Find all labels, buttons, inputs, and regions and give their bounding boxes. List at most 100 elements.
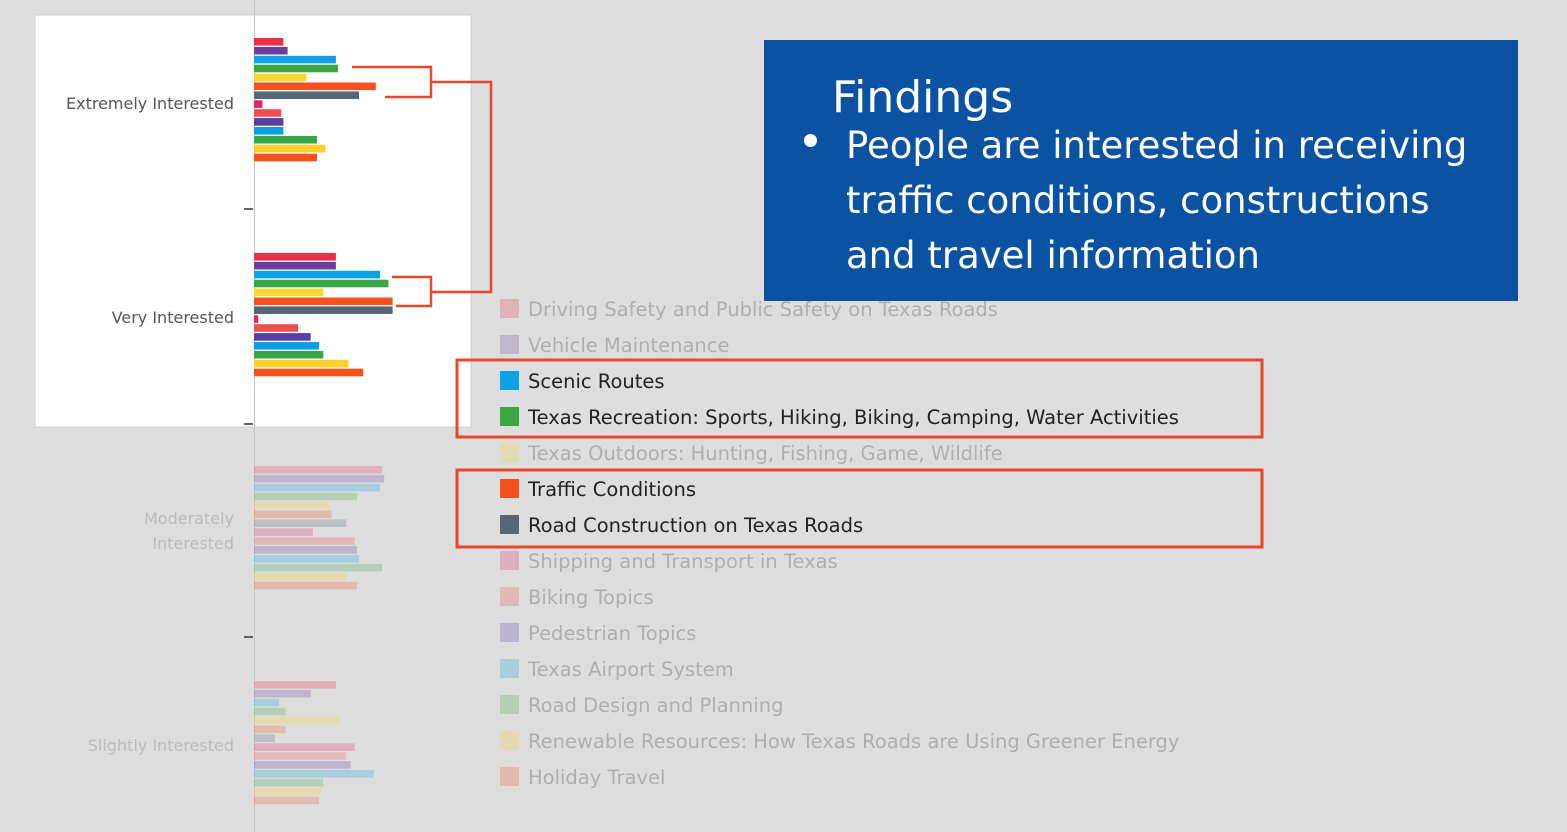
- bar: [254, 64, 338, 73]
- legend-label: Vehicle Maintenance: [528, 334, 730, 357]
- legend-swatch: [500, 551, 519, 570]
- bar: [254, 261, 336, 270]
- bar: [254, 342, 320, 350]
- legend-swatch: [500, 335, 519, 354]
- highlight-box-recreation: [455, 358, 1264, 439]
- bar: [254, 689, 311, 698]
- bar: [254, 109, 282, 117]
- legend-swatch: [500, 407, 519, 426]
- bar: [254, 537, 355, 545]
- bar: [254, 73, 307, 82]
- highlight-brackets: [352, 65, 493, 308]
- bar: [254, 501, 330, 510]
- bar: [254, 778, 324, 787]
- legend-swatch: [500, 587, 519, 606]
- bullet-icon: [804, 134, 817, 147]
- legend-swatch: [500, 767, 519, 786]
- bar: [254, 253, 336, 261]
- legend-swatch: [500, 659, 519, 678]
- legend-label: Renewable Resources: How Texas Roads are…: [528, 730, 1179, 753]
- category-label: Slightly Interested: [88, 736, 234, 755]
- bar: [254, 118, 284, 126]
- legend-label: Texas Outdoors: Hunting, Fishing, Game, …: [527, 442, 1003, 465]
- bar: [254, 492, 357, 501]
- highlighted-plot-panel: [34, 14, 472, 428]
- legend-swatch: [500, 515, 519, 534]
- category-labels: Extremely Interested Very Interested Moder…: [66, 94, 234, 755]
- legend-item: Texas Airport System: [500, 658, 734, 681]
- category-label: Moderately: [144, 509, 234, 528]
- bar: [254, 82, 376, 91]
- bar: [254, 127, 284, 135]
- legend-item: Traffic Conditions: [500, 478, 696, 501]
- legend-item: Texas Outdoors: Hunting, Fishing, Game, …: [500, 442, 1003, 465]
- legend-item: Road Design and Planning: [500, 694, 784, 717]
- legend-swatch: [500, 299, 519, 318]
- bar: [254, 546, 357, 554]
- legend-item: Biking Topics: [500, 586, 654, 609]
- legend-label: Holiday Travel: [528, 766, 665, 789]
- bar: [254, 466, 383, 474]
- bar: [254, 681, 336, 689]
- legend-swatch: [500, 731, 519, 750]
- legend-item: Renewable Resources: How Texas Roads are…: [500, 730, 1179, 753]
- legend-label: Shipping and Transport in Texas: [528, 550, 838, 573]
- bar: [254, 555, 359, 563]
- bar: [254, 153, 317, 162]
- legend-item: Texas Recreation: Sports, Hiking, Biking…: [500, 406, 1179, 429]
- legend-swatch: [500, 443, 519, 462]
- bar: [254, 787, 322, 796]
- bar: [254, 306, 393, 314]
- legend-item: Vehicle Maintenance: [500, 334, 730, 357]
- legend-item: Driving Safety and Public Safety on Texa…: [500, 298, 998, 321]
- bar: [254, 144, 326, 153]
- legend-swatch: [500, 623, 519, 642]
- legend-label: Road Design and Planning: [528, 694, 784, 717]
- bar: [254, 315, 259, 323]
- legend-label: Scenic Routes: [528, 370, 665, 393]
- bar: [254, 324, 299, 332]
- bar: [254, 55, 336, 64]
- findings-bullet: People are interested in receiving traff…: [846, 124, 1468, 277]
- bar: [254, 100, 263, 108]
- bar: [254, 528, 313, 536]
- legend-label: Pedestrian Topics: [528, 622, 696, 645]
- category-ticks: [244, 208, 253, 638]
- category-label: Extremely Interested: [66, 94, 234, 113]
- bar: [254, 46, 288, 55]
- bar: [254, 581, 357, 590]
- bar: [254, 707, 286, 716]
- bar: [254, 770, 374, 778]
- bar: [254, 752, 347, 760]
- legend-label: Biking Topics: [528, 586, 654, 609]
- findings-title: Findings: [832, 72, 1014, 123]
- bar: [254, 796, 320, 805]
- bar: [254, 510, 332, 519]
- legend-item: Shipping and Transport in Texas: [500, 550, 838, 573]
- bar: [254, 359, 349, 368]
- bar: [254, 716, 341, 725]
- legend-label: Road Construction on Texas Roads: [528, 514, 863, 537]
- legend-label: Driving Safety and Public Safety on Texa…: [528, 298, 998, 321]
- bracket-link: [431, 80, 493, 294]
- bar: [254, 698, 280, 707]
- bar: [254, 270, 380, 279]
- highlight-box-traffic: [455, 468, 1264, 549]
- bar: [254, 519, 347, 527]
- legend-swatch: [500, 695, 519, 714]
- bar: [254, 297, 393, 306]
- legend-item: Pedestrian Topics: [500, 622, 696, 645]
- bar: [254, 734, 275, 742]
- legend-label: Texas Airport System: [527, 658, 734, 681]
- legend-label: Traffic Conditions: [527, 478, 696, 501]
- legend-item: Road Construction on Texas Roads: [500, 514, 863, 537]
- bar: [254, 333, 311, 341]
- bar: [254, 279, 389, 288]
- bar: [254, 135, 317, 144]
- legend-item: Scenic Routes: [500, 370, 665, 393]
- bar: [254, 368, 364, 377]
- legend-swatch: [500, 479, 519, 498]
- bar: [254, 563, 383, 572]
- bar: [254, 38, 284, 46]
